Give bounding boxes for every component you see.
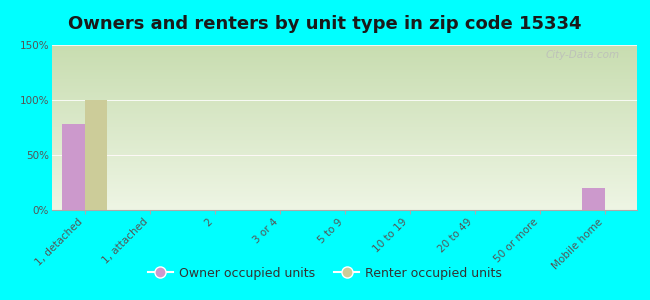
Bar	[84, 100, 107, 210]
Legend: Owner occupied units, Renter occupied units: Owner occupied units, Renter occupied un…	[143, 262, 507, 285]
Bar	[582, 188, 604, 210]
Bar	[62, 124, 84, 210]
Text: City-Data.com: City-Data.com	[545, 50, 619, 60]
Text: Owners and renters by unit type in zip code 15334: Owners and renters by unit type in zip c…	[68, 15, 582, 33]
